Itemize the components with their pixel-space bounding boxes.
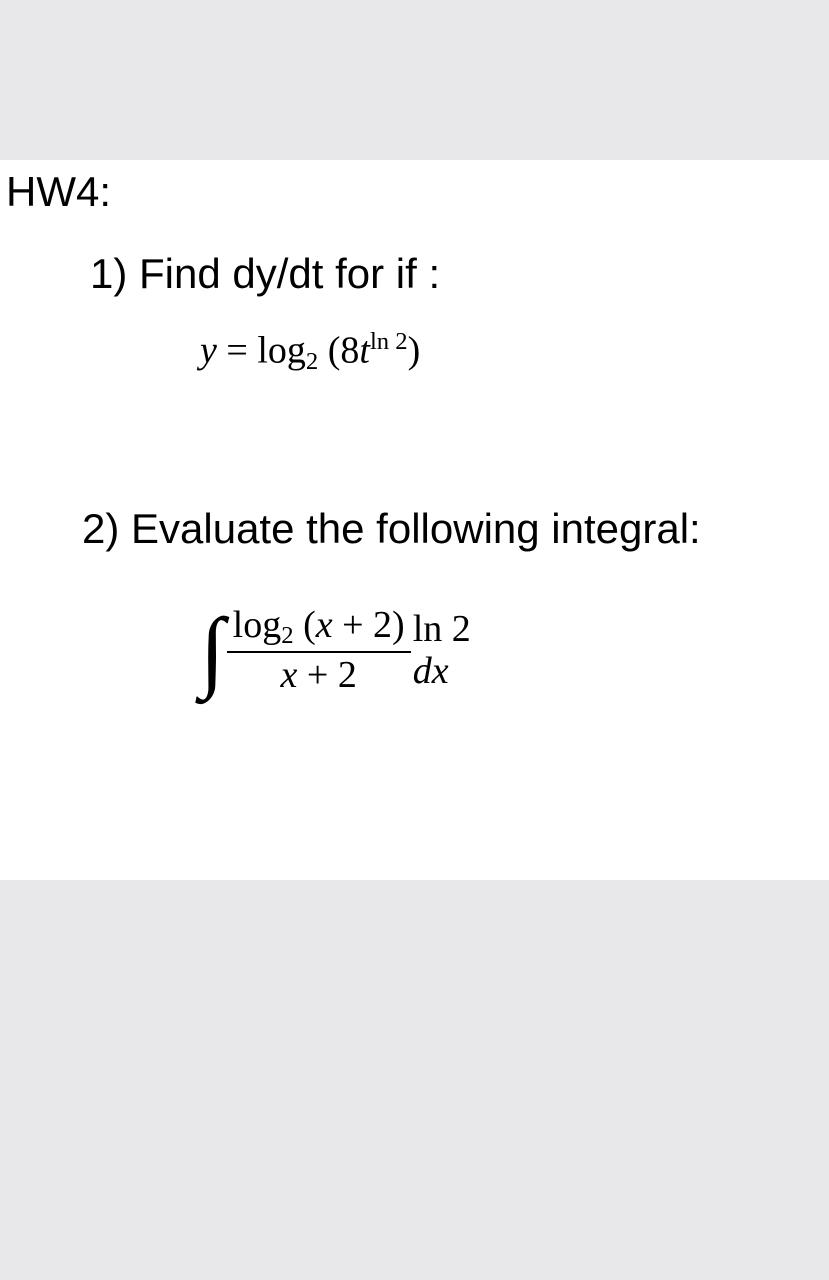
- eq1-close: ): [408, 330, 421, 372]
- fraction: log2 (x + 2) x + 2: [227, 605, 411, 697]
- eq1-equals: =: [217, 330, 257, 372]
- eq1-open: (8: [318, 330, 359, 372]
- integral-expression: ∫ log2 (x + 2) x + 2 ln 2 dx: [200, 605, 471, 697]
- num-plus: + 2): [333, 604, 405, 646]
- dx: dx: [413, 651, 471, 693]
- den-plus: + 2: [297, 654, 356, 696]
- eq1-logbase: 2: [306, 348, 318, 375]
- den-var: x: [281, 654, 298, 696]
- fraction-numerator: log2 (x + 2): [227, 605, 411, 653]
- question-2-equation: ∫ log2 (x + 2) x + 2 ln 2 dx: [200, 605, 471, 697]
- question-1-equation: y = log2 (8tln 2): [200, 328, 420, 376]
- homework-title: HW4:: [6, 168, 111, 216]
- after-fraction: ln 2 dx: [413, 609, 471, 693]
- num-open: (: [294, 604, 316, 646]
- question-2-prompt: 2) Evaluate the following integral:: [82, 505, 701, 553]
- eq1-tvar: t: [359, 330, 370, 372]
- num-var: x: [316, 604, 333, 646]
- homework-page: HW4: 1) Find dy/dt for if : y = log2 (8t…: [0, 160, 829, 880]
- integral-sign-icon: ∫: [200, 606, 225, 696]
- eq1-exponent: ln 2: [370, 328, 408, 355]
- eq1-log: log: [257, 330, 306, 372]
- question-1-prompt: 1) Find dy/dt for if :: [90, 250, 440, 298]
- fraction-denominator: x + 2: [227, 653, 411, 697]
- eq1-lhs-var: y: [200, 330, 217, 372]
- num-log: log: [233, 604, 282, 646]
- num-logbase: 2: [281, 622, 293, 649]
- exponent-ln2: ln 2: [413, 609, 471, 651]
